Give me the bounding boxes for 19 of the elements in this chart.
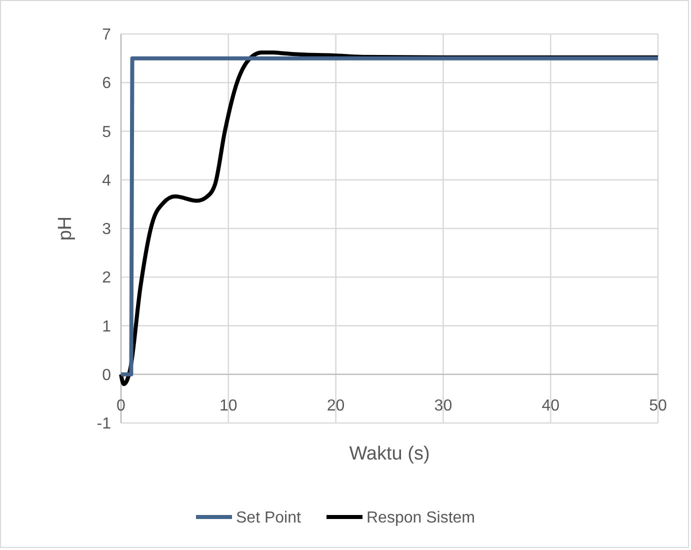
- y-tick-label: 4: [102, 172, 112, 190]
- legend-label: Set Point: [236, 510, 302, 527]
- x-tick-label: 50: [649, 397, 667, 414]
- x-tick-label: 30: [434, 397, 452, 414]
- y-tick-label: 1: [102, 318, 112, 336]
- x-axis-title: Waktu (s): [349, 443, 430, 464]
- y-tick-label: 5: [102, 124, 112, 141]
- y-tick-label: 2: [102, 270, 112, 287]
- y-tick-label: 6: [102, 75, 112, 92]
- y-tick-label: 0: [102, 366, 112, 384]
- y-tick-label: -1: [96, 416, 112, 433]
- x-tick-label: 20: [326, 397, 345, 414]
- y-tick-label: 3: [102, 221, 112, 238]
- y-tick-label: 7: [102, 26, 112, 44]
- x-tick-label: 10: [220, 397, 238, 414]
- x-tick-label: 0: [116, 397, 126, 414]
- legend-label: Respon Sistem: [366, 510, 475, 527]
- y-axis-title: pH: [55, 216, 76, 241]
- x-tick-label: 40: [542, 397, 560, 414]
